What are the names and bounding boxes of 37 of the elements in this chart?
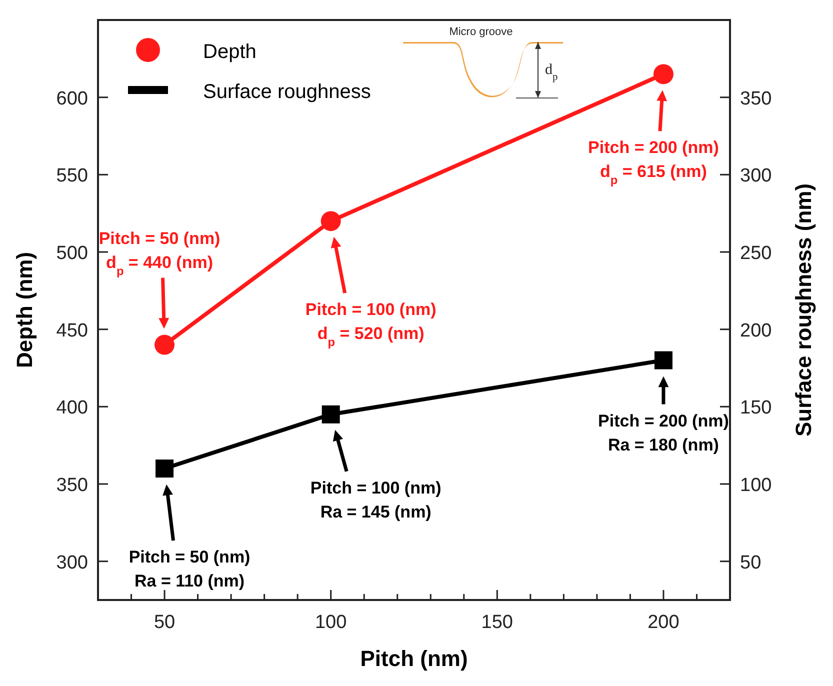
annotation: Micro groove — [449, 26, 513, 38]
annotation: Pitch = 50 (nm) Ra = 110 (nm) — [128, 548, 250, 591]
y2-tick-label: 250 — [740, 243, 772, 264]
y2-tick-label: 50 — [740, 552, 762, 574]
y2-tick-label: 100 — [740, 475, 772, 496]
y-tick-label: 400 — [56, 398, 88, 419]
annotation: Pitch = 50 (nm) d$_{p}$ = 440 (nm) — [98, 228, 220, 278]
legend-label: Depth — [203, 41, 256, 63]
y2-tick-label: 150 — [740, 398, 772, 419]
annotation: Pitch = 200 (nm) d$_{p}$ = 615 (nm) — [588, 138, 719, 188]
point — [320, 211, 341, 232]
y-tick-label: 350 — [56, 475, 88, 496]
y2-tick-label: 350 — [740, 88, 772, 110]
y-tick-label: 550 — [56, 166, 88, 187]
x-axis-title: Pitch (nm) — [360, 646, 468, 671]
y2-axis-title: Surface roughness (nm) — [791, 183, 816, 437]
legend-label: Surface roughness — [203, 81, 371, 103]
point — [154, 334, 175, 355]
point — [654, 351, 672, 370]
x-tick-label: 100 — [314, 612, 347, 633]
y2-tick-label: 300 — [740, 166, 772, 187]
y-tick-label: 500 — [56, 243, 88, 264]
y-tick-label: 450 — [56, 320, 88, 342]
x-tick-label: 200 — [648, 612, 680, 633]
annotation: Pitch = 200 (nm) Ra = 180 (nm) — [598, 411, 729, 454]
y2-tick-label: 200 — [740, 320, 772, 342]
x-tick-label: 50 — [154, 612, 176, 633]
x-tick-label: 150 — [481, 612, 514, 633]
annotation: Pitch = 100 (nm) Ra = 145 (nm) — [310, 478, 442, 522]
annotation: Pitch = 100 (nm) d$_{p}$ = 520 (nm) — [305, 300, 436, 350]
y-tick-label: 300 — [56, 552, 88, 574]
annotation: d$_{p}$ — [545, 62, 558, 82]
point — [156, 460, 174, 478]
point — [322, 405, 340, 424]
point — [653, 64, 674, 84]
y-tick-label: 600 — [56, 88, 88, 110]
y-axis-title: Depth (nm) — [12, 252, 37, 368]
